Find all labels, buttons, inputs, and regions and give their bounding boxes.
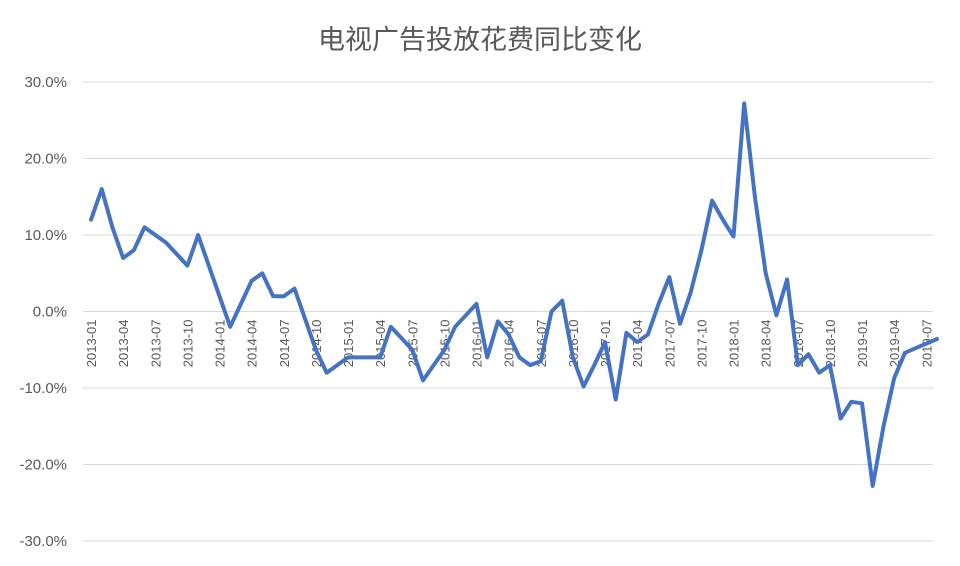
series-line <box>89 101 939 488</box>
y-tick-label: 0.0% <box>33 304 67 321</box>
x-tick-label: 2015-01 <box>341 320 356 368</box>
x-tick-label: 2018-04 <box>759 320 774 368</box>
x-tick-label: 2014-07 <box>277 320 292 368</box>
y-tick-label: -30.0% <box>19 533 67 550</box>
x-tick-label: 2019-04 <box>887 320 902 368</box>
x-tick-label: 2019-01 <box>855 320 870 368</box>
x-tick-label: 2015-07 <box>405 320 420 368</box>
x-tick-label: 2017-07 <box>662 320 677 368</box>
x-tick-label: 2017-10 <box>694 320 709 368</box>
series-layer <box>89 101 939 488</box>
x-tick-label: 2014-04 <box>245 320 260 368</box>
gridlines <box>83 81 933 542</box>
x-tick-label: 2018-01 <box>727 320 742 368</box>
x-axis-ticks: 2013-01 2013-04 2013-07 2013-10 2014-01 2014-… <box>84 320 934 368</box>
y-tick-label: 10.0% <box>24 227 67 244</box>
y-tick-label: 30.0% <box>24 74 67 91</box>
x-tick-label: 2015-04 <box>373 320 388 368</box>
x-tick-label: 2013-07 <box>148 320 163 368</box>
x-tick-label: 2014-01 <box>213 320 228 368</box>
y-tick-label: -20.0% <box>19 457 67 474</box>
x-tick-label: 2018-10 <box>823 320 838 368</box>
y-tick-label: 20.0% <box>24 151 67 168</box>
x-tick-label: 2016-07 <box>534 320 549 368</box>
x-tick-label: 2013-01 <box>84 320 99 368</box>
x-tick-label: 2013-04 <box>116 320 131 368</box>
y-tick-label: -10.0% <box>19 380 67 397</box>
x-tick-label: 2013-10 <box>180 320 195 368</box>
y-axis-ticks: 30.0% 20.0% 10.0% 0.0% -10.0% -20.0% -30.0% <box>19 74 67 550</box>
chart-title: 电视广告投放花费同比变化 <box>318 25 642 56</box>
